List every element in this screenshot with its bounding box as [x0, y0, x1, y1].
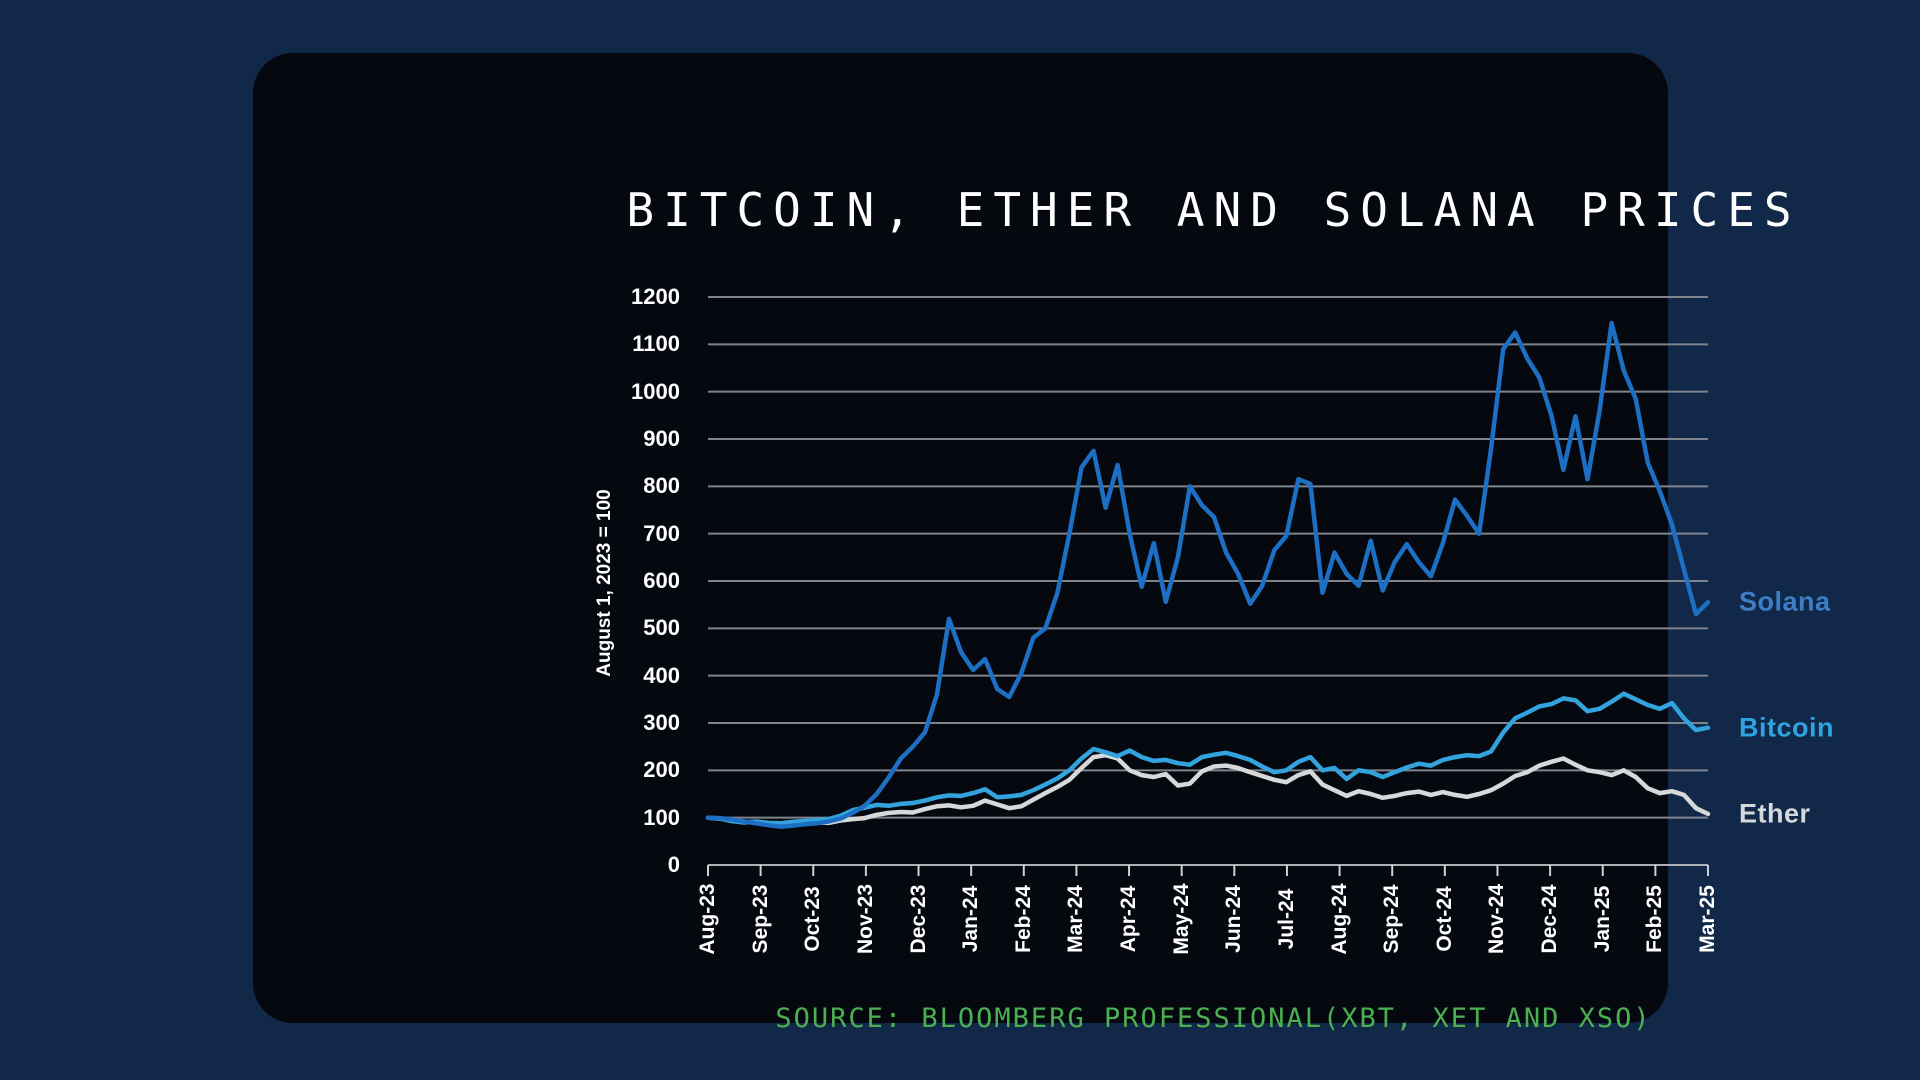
series-label-solana: Solana: [1739, 586, 1831, 617]
x-tick-label: Jun-24: [1222, 885, 1246, 953]
y-tick-label: 700: [643, 520, 680, 546]
x-tick-label: Nov-24: [1485, 883, 1509, 955]
y-tick-label: 500: [643, 615, 680, 641]
y-tick-label: 1100: [632, 331, 680, 357]
y-tick-label: 400: [643, 662, 680, 688]
chart-title: BITCOIN, ETHER AND SOLANA PRICES: [626, 183, 1801, 237]
y-tick-label: 200: [643, 757, 680, 783]
x-tick-label: Feb-25: [1643, 885, 1667, 953]
x-tick-label: Aug-24: [1327, 883, 1351, 955]
source-caption: SOURCE: BLOOMBERG PROFESSIONAL(XBT, XET …: [775, 1003, 1652, 1034]
series-label-bitcoin: Bitcoin: [1739, 712, 1834, 743]
y-tick-label: 100: [643, 804, 680, 830]
x-tick-label: Oct-23: [801, 886, 825, 952]
y-tick-label: 300: [643, 710, 680, 735]
x-tick-label: May-24: [1169, 883, 1193, 955]
series-line-ether: [705, 752, 1711, 828]
series-line-bitcoin: [705, 691, 1711, 826]
x-tick-label: Feb-24: [1011, 885, 1035, 953]
x-tick-label: Sep-23: [748, 884, 772, 954]
x-tick-label: Apr-24: [1117, 885, 1141, 953]
x-tick-label: Jul-24: [1274, 888, 1298, 950]
x-tick-label: Jan-24: [959, 885, 983, 953]
x-tick-label: Aug-23: [696, 883, 719, 955]
series-label-ether: Ether: [1739, 798, 1811, 829]
y-tick-label: 0: [667, 852, 680, 877]
y-tick-label: 900: [643, 426, 680, 451]
x-tick-label: Dec-23: [906, 884, 930, 954]
x-tick-label: Mar-25: [1696, 885, 1719, 953]
x-tick-label: Dec-24: [1538, 884, 1562, 954]
x-tick-label: Mar-24: [1064, 885, 1088, 953]
y-tick-label: 1000: [631, 378, 680, 404]
series-line-solana: [705, 320, 1711, 829]
x-tick-label: Sep-24: [1380, 884, 1404, 954]
x-tick-label: Oct-24: [1432, 886, 1456, 952]
x-tick-label: Nov-23: [853, 883, 877, 955]
y-tick-label: 600: [643, 568, 680, 593]
chart-panel: BITCOIN, ETHER AND SOLANA PRICES August …: [253, 53, 1834, 1034]
x-tick-label: Jan-25: [1590, 885, 1614, 953]
y-tick-label: 800: [643, 473, 680, 499]
y-tick-label: 1200: [631, 284, 680, 309]
chart-plot: [705, 296, 1711, 876]
